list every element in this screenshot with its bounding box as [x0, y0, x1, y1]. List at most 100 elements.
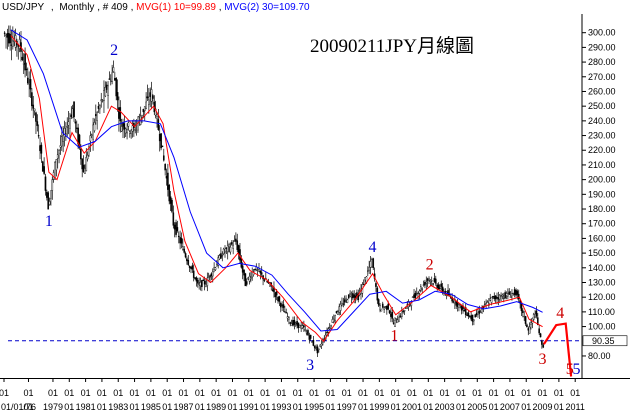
candle-body	[460, 305, 463, 311]
candle-body	[192, 270, 195, 278]
candle-body	[509, 296, 512, 298]
candle-body	[7, 32, 10, 44]
candle-body	[164, 164, 166, 171]
candle-body	[160, 133, 162, 149]
candle-body	[316, 346, 319, 354]
candle-body	[93, 122, 96, 131]
chart-title: 20090211JPY月線圖	[310, 35, 474, 57]
candle-body	[294, 322, 297, 324]
candle-body	[524, 316, 527, 324]
candle-body	[47, 192, 49, 210]
candle-body	[156, 116, 158, 119]
candle-body	[500, 295, 502, 301]
candle-body	[217, 257, 220, 266]
x-tick-month: 01	[81, 388, 91, 398]
candle-body	[473, 319, 475, 322]
candle-body	[123, 123, 126, 130]
candle-body	[205, 283, 207, 287]
candle-body	[228, 244, 230, 247]
candle-body	[318, 348, 320, 350]
candle-body	[43, 166, 45, 174]
x-tick-month: 01	[0, 388, 9, 398]
candle-body	[411, 296, 414, 298]
candle-body	[237, 245, 240, 254]
candle-body	[194, 277, 196, 280]
candle-body	[428, 278, 430, 281]
candle-body	[312, 340, 315, 346]
candle-body	[108, 78, 111, 80]
candle-body	[334, 315, 336, 322]
candle-body	[258, 269, 260, 272]
candle-body	[362, 283, 365, 286]
candle-body	[92, 124, 94, 140]
x-tick-label: 1983	[108, 402, 128, 412]
candle-body	[292, 319, 294, 326]
candle-body	[158, 133, 161, 142]
candle-body	[471, 314, 474, 322]
candle-body	[32, 104, 35, 109]
x-tick-label: 01	[227, 402, 237, 412]
y-tick-label: 250.00	[588, 101, 616, 111]
candle-body	[439, 287, 441, 289]
candle-body	[240, 258, 243, 268]
candle-body	[36, 121, 39, 126]
candle-body	[203, 280, 206, 285]
candle-body	[12, 40, 14, 47]
x-tick-month: 01	[440, 388, 450, 398]
last-price-box	[582, 335, 628, 347]
candle-body	[199, 282, 202, 286]
x-tick-month: 01	[293, 388, 303, 398]
candle-body	[28, 83, 30, 85]
candle-body	[405, 307, 407, 309]
y-tick-label: 150.00	[588, 248, 616, 258]
candle-body	[429, 280, 432, 282]
wave-label: 2	[426, 257, 434, 274]
candle-body	[150, 89, 153, 102]
candle-body	[424, 281, 426, 286]
x-tick-month: 01	[146, 388, 156, 398]
candle-body	[299, 324, 301, 328]
header-separator: ,	[131, 2, 137, 13]
candle-body	[130, 130, 132, 134]
y-tick-label: 280.00	[588, 57, 616, 67]
header-symbol: USD/JPY	[2, 2, 45, 13]
candle-body	[384, 306, 387, 308]
candle-body	[335, 311, 338, 314]
candle-body	[414, 293, 417, 298]
candle-body	[99, 105, 101, 110]
x-tick-label: 2007	[500, 402, 520, 412]
candle-body	[59, 145, 62, 148]
candle-body	[152, 95, 154, 99]
wave-label: 1	[390, 328, 398, 345]
candle-body	[425, 281, 428, 284]
candle-body	[33, 108, 36, 112]
candle-body	[196, 280, 199, 284]
candle-body	[81, 158, 83, 170]
x-tick-month: 01	[113, 388, 123, 398]
candle-body	[84, 168, 86, 174]
candle-body	[41, 161, 44, 172]
candle-body	[29, 79, 32, 90]
last-price-label: 90.35	[592, 336, 615, 346]
candle-body	[86, 154, 89, 160]
candle-body	[107, 85, 109, 96]
candle-body	[320, 343, 323, 347]
candle-body	[3, 32, 6, 34]
candle-body	[311, 341, 313, 343]
x-tick-month: 01	[195, 388, 205, 398]
candle-body	[162, 155, 165, 161]
candle-body	[418, 290, 421, 294]
x-tick-label: 2001	[402, 402, 422, 412]
y-tick-label: 120.00	[588, 292, 616, 302]
x-tick-month: 01	[391, 388, 401, 398]
candle-body	[319, 344, 322, 347]
candle-body	[285, 312, 288, 314]
candle-body	[250, 277, 252, 280]
candle-body	[516, 291, 519, 295]
candle-body	[142, 108, 145, 113]
x-tick-label: 01	[521, 402, 531, 412]
x-tick-month: 01	[97, 388, 107, 398]
candle-body	[388, 310, 391, 314]
candle-body	[413, 294, 415, 298]
candle-body	[247, 277, 249, 279]
